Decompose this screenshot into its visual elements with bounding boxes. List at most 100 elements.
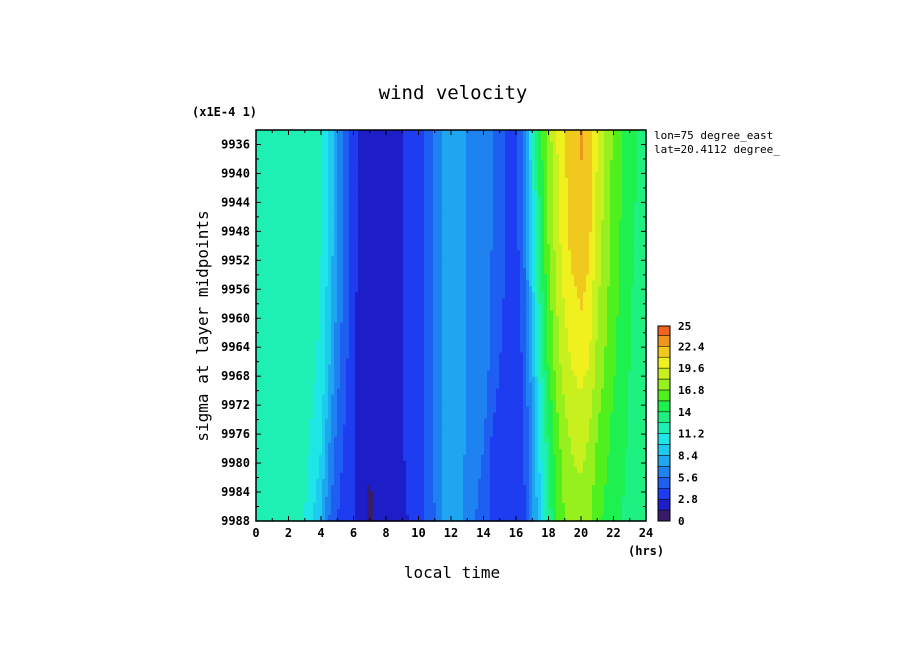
heatmap-cell <box>397 172 401 179</box>
heatmap-cell <box>466 280 470 287</box>
heatmap-cell <box>400 130 404 137</box>
heatmap-cell <box>316 352 320 360</box>
heatmap-cell <box>277 184 281 191</box>
heatmap-cell <box>622 220 626 227</box>
heatmap-cell <box>586 292 590 300</box>
heatmap-cell <box>526 328 530 336</box>
heatmap-cell <box>580 250 584 257</box>
heatmap-cell <box>433 160 437 167</box>
heatmap-cell <box>556 142 560 149</box>
heatmap-cell <box>481 334 485 342</box>
heatmap-cell <box>553 298 557 306</box>
heatmap-cell <box>289 256 293 263</box>
heatmap-cell <box>406 250 410 257</box>
heatmap-cell <box>418 142 422 149</box>
heatmap-cell <box>280 250 284 257</box>
heatmap-cell <box>286 352 290 360</box>
heatmap-cell <box>625 136 629 143</box>
heatmap-cell <box>544 142 548 149</box>
heatmap-cell <box>502 352 506 360</box>
heatmap-cell <box>367 346 371 354</box>
heatmap-cell <box>562 136 566 143</box>
heatmap-cell <box>379 316 383 324</box>
heatmap-cell <box>406 196 410 203</box>
heatmap-cell <box>412 154 416 161</box>
heatmap-cell <box>280 274 284 281</box>
heatmap-cell <box>256 340 260 348</box>
heatmap-cell <box>586 286 590 294</box>
heatmap-cell <box>334 196 338 203</box>
heatmap-cell <box>382 340 386 348</box>
heatmap-cell <box>508 322 512 330</box>
heatmap-cell <box>352 310 356 318</box>
heatmap-cell <box>496 184 500 191</box>
heatmap-cell <box>331 154 335 161</box>
heatmap-cell <box>622 172 626 179</box>
heatmap-cell <box>349 274 353 281</box>
heatmap-cell <box>601 286 605 294</box>
heatmap-cell <box>460 304 464 312</box>
heatmap-cell <box>361 334 365 342</box>
heatmap-cell <box>439 130 443 137</box>
heatmap-cell <box>559 148 563 155</box>
heatmap-cell <box>355 274 359 281</box>
heatmap-cell <box>559 316 563 324</box>
heatmap-cell <box>508 136 512 143</box>
heatmap-cell <box>625 256 629 263</box>
heatmap-cell <box>442 196 446 203</box>
heatmap-cell <box>391 238 395 245</box>
heatmap-cell <box>613 136 617 143</box>
heatmap-cell <box>385 340 389 348</box>
heatmap-cell <box>364 214 368 221</box>
heatmap-cell <box>511 322 515 330</box>
heatmap-cell <box>277 262 281 269</box>
heatmap-cell <box>583 328 587 336</box>
heatmap-cell <box>592 310 596 318</box>
heatmap-cell <box>400 352 404 360</box>
heatmap-cell <box>469 280 473 287</box>
heatmap-cell <box>463 352 467 360</box>
heatmap-cell <box>469 268 473 275</box>
heatmap-cell <box>277 340 281 348</box>
heatmap-cell <box>493 274 497 281</box>
heatmap-cell <box>517 274 521 281</box>
heatmap-cell <box>520 148 524 155</box>
heatmap-cell <box>604 178 608 185</box>
heatmap-cell <box>640 274 644 281</box>
heatmap-cell <box>637 232 641 239</box>
heatmap-cell <box>442 268 446 275</box>
heatmap-cell <box>640 250 644 257</box>
heatmap-cell <box>496 298 500 306</box>
heatmap-cell <box>397 268 401 275</box>
heatmap-cell <box>526 286 530 294</box>
heatmap-cell <box>271 226 275 233</box>
heatmap-cell <box>364 274 368 281</box>
heatmap-cell <box>631 262 635 269</box>
heatmap-cell <box>394 130 398 137</box>
heatmap-cell <box>553 142 557 149</box>
heatmap-cell <box>427 268 431 275</box>
heatmap-cell <box>619 346 623 354</box>
heatmap-cell <box>505 232 509 239</box>
heatmap-cell <box>460 280 464 287</box>
heatmap-cell <box>508 130 512 137</box>
heatmap-cell <box>496 232 500 239</box>
heatmap-cell <box>526 208 530 215</box>
heatmap-cell <box>466 310 470 318</box>
heatmap-cell <box>562 250 566 257</box>
heatmap-cell <box>430 256 434 263</box>
heatmap-cell <box>340 286 344 294</box>
heatmap-cell <box>355 172 359 179</box>
heatmap-cell <box>406 130 410 137</box>
heatmap-cell <box>499 322 503 330</box>
heatmap-cell <box>343 238 347 245</box>
heatmap-cell <box>412 310 416 318</box>
heatmap-cell <box>460 274 464 281</box>
heatmap-cell <box>406 166 410 173</box>
heatmap-cell <box>460 310 464 318</box>
heatmap-cell <box>424 208 428 215</box>
heatmap-cell <box>394 166 398 173</box>
heatmap-cell <box>472 148 476 155</box>
heatmap-cell <box>619 238 623 245</box>
heatmap-cell <box>301 154 305 161</box>
